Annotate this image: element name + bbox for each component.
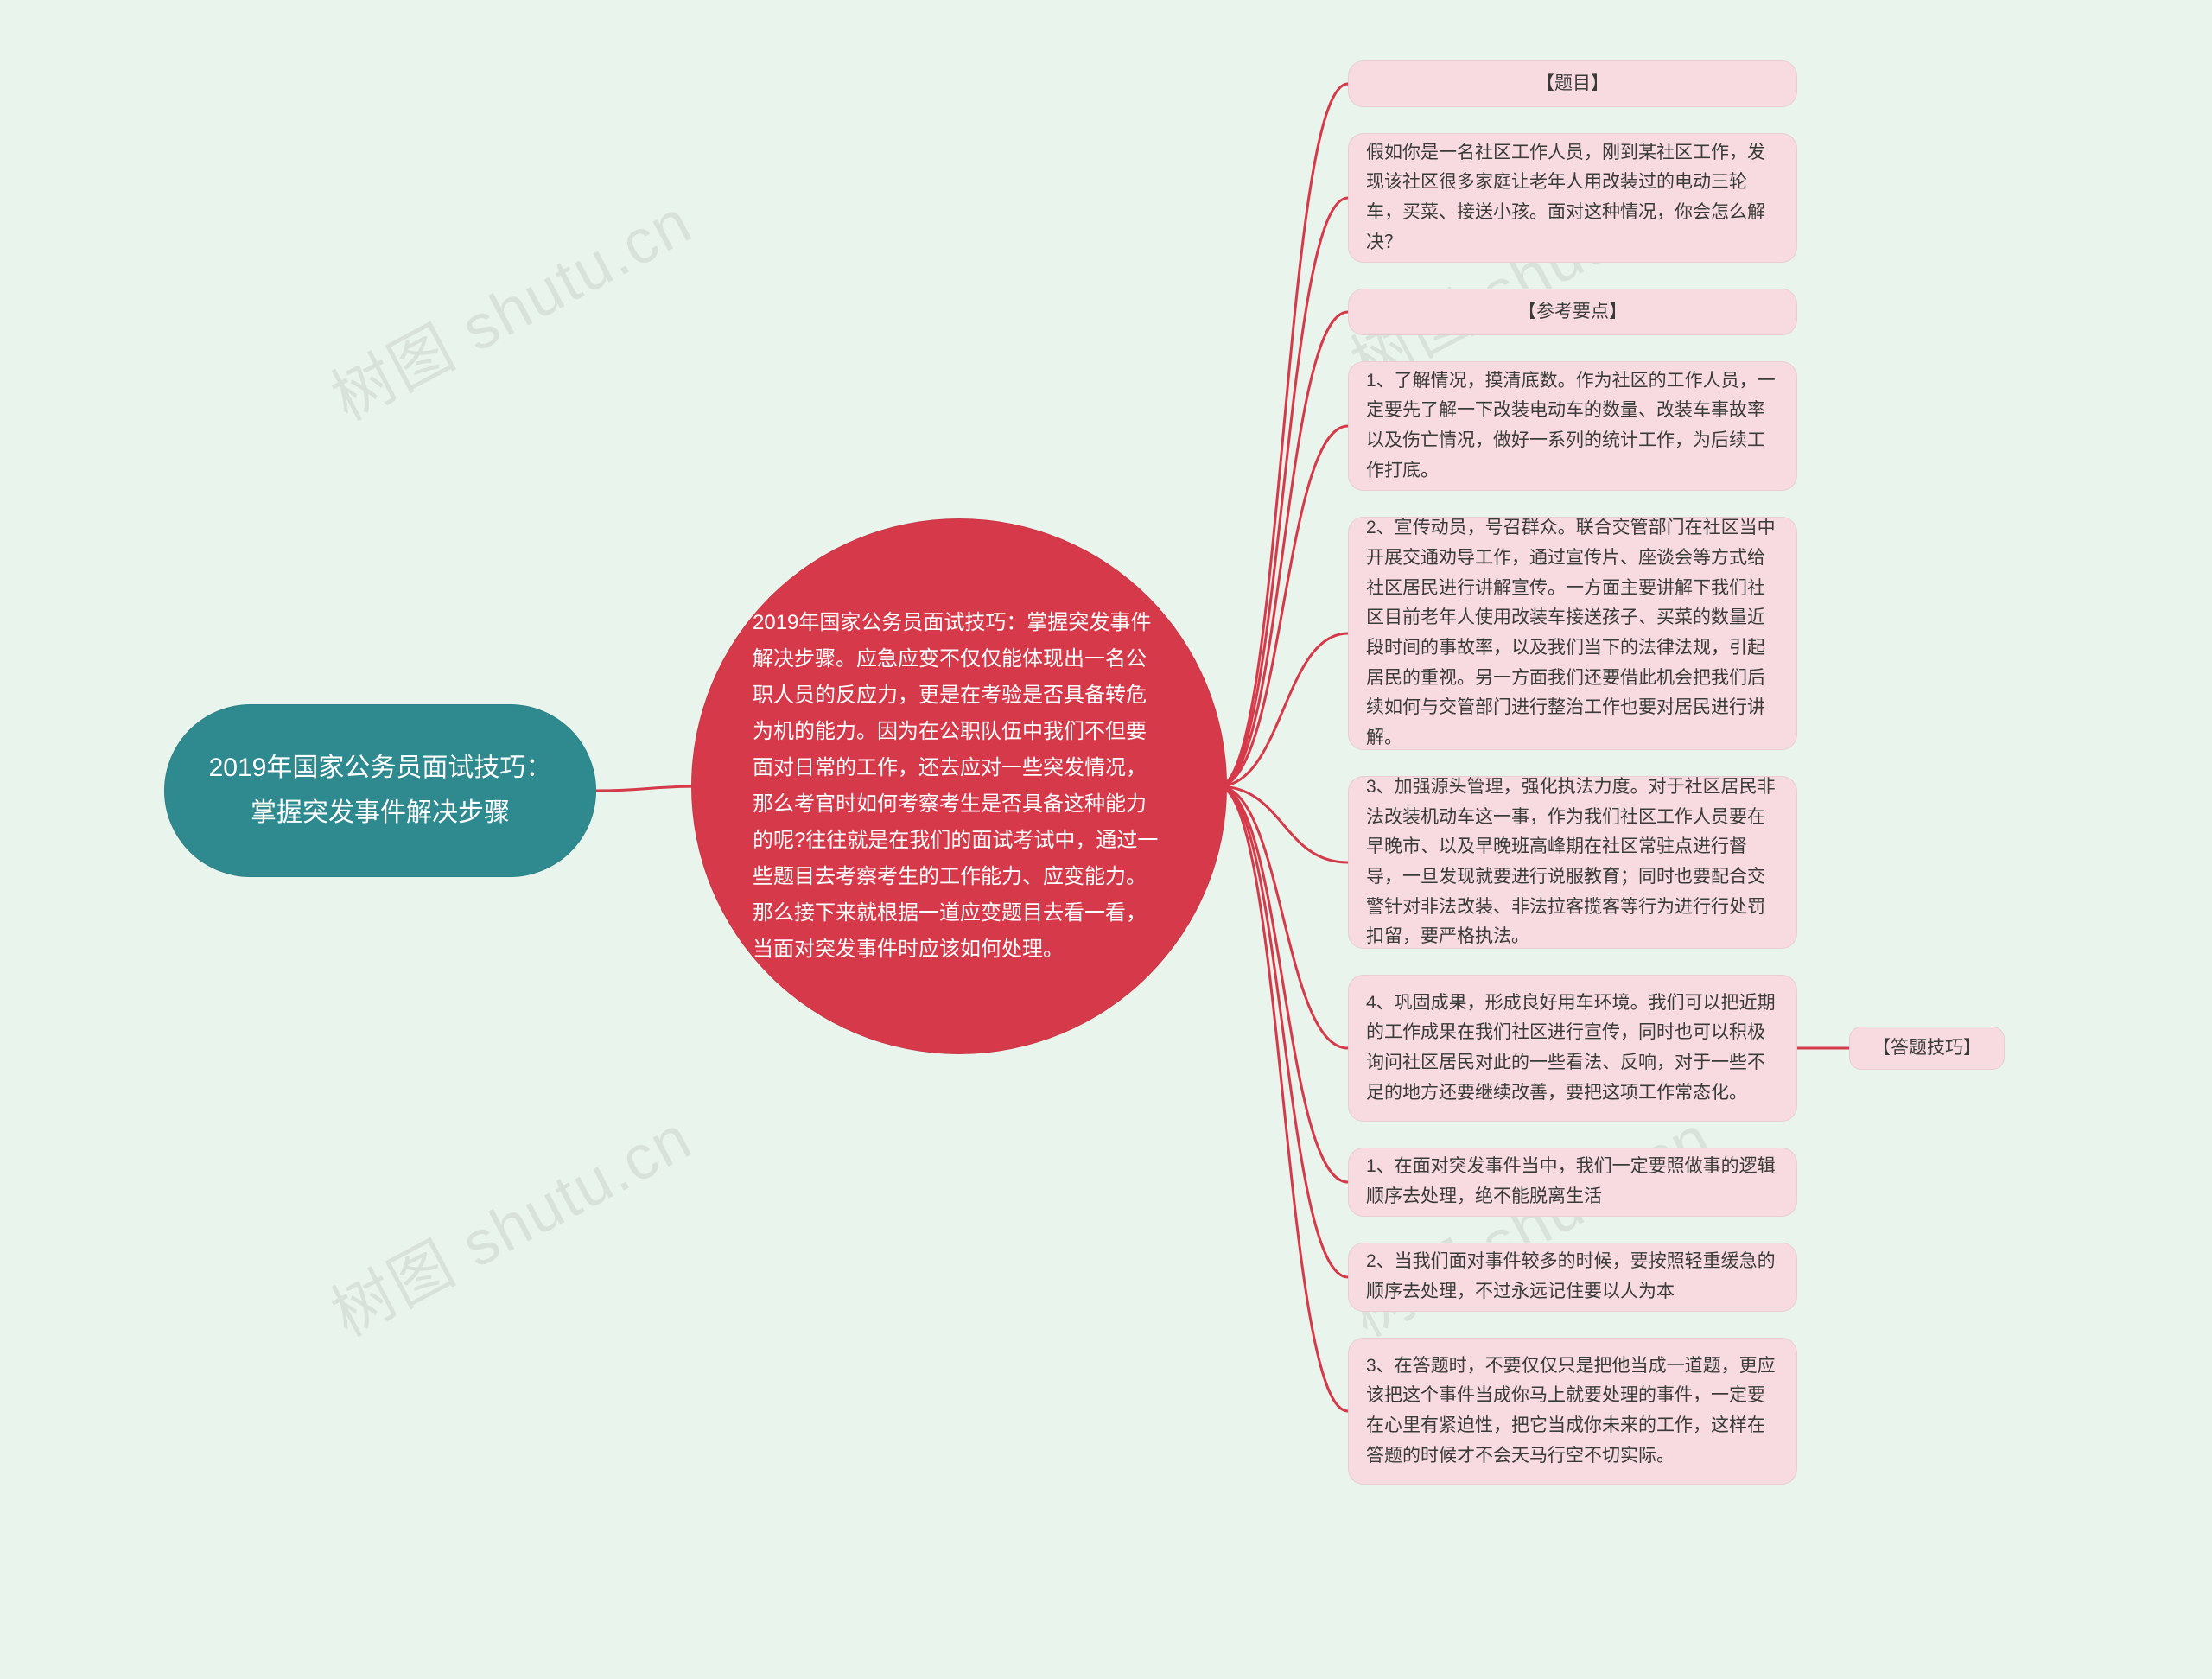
connector [1218,198,1348,786]
tail-node-label: 【答题技巧】 [1872,1033,1981,1065]
leaf-node-5-label: 3、加强源头管理，强化执法力度。对于社区居民非法改装机动车这一事，作为我们社区工… [1366,773,1779,952]
leaf-node-0[interactable]: 【题目】 [1348,60,1797,107]
leaf-node-8-label: 2、当我们面对事件较多的时候，要按照轻重缓急的顺序去处理，不过永远记住要以人为本 [1366,1247,1779,1307]
leaf-node-9-label: 3、在答题时，不要仅仅只是把他当成一道题，更应该把这个事件当成你马上就要处理的事… [1366,1351,1779,1472]
connector [596,786,700,791]
connector [1218,786,1348,1048]
connector [1218,312,1348,786]
connector [1218,786,1348,1182]
connector [1218,786,1348,862]
leaf-node-6-label: 4、巩固成果，形成良好用车环境。我们可以把近期的工作成果在我们社区进行宣传，同时… [1366,989,1779,1109]
connector [1218,786,1348,1411]
summary-node[interactable]: 2019年国家公务员面试技巧：掌握突发事件解决步骤。应急应变不仅仅能体现出一名公… [691,518,1227,1054]
connector [1218,786,1348,1277]
summary-node-label: 2019年国家公务员面试技巧：掌握突发事件解决步骤。应急应变不仅仅能体现出一名公… [753,605,1166,968]
watermark: 树图 shutu.cn [1332,1088,1725,1354]
root-node-label: 2019年国家公务员面试技巧：掌握突发事件解决步骤 [196,746,564,836]
mindmap-canvas: 树图 shutu.cn树图 shutu.cn树图 shutu.cn树图 shut… [0,0,2212,1679]
watermark: 树图 shutu.cn [313,172,705,438]
connector [1218,84,1348,786]
root-node[interactable]: 2019年国家公务员面试技巧：掌握突发事件解决步骤 [164,704,596,877]
leaf-node-5[interactable]: 3、加强源头管理，强化执法力度。对于社区居民非法改装机动车这一事，作为我们社区工… [1348,776,1797,949]
leaf-node-9[interactable]: 3、在答题时，不要仅仅只是把他当成一道题，更应该把这个事件当成你马上就要处理的事… [1348,1338,1797,1485]
leaf-node-3[interactable]: 1、了解情况，摸清底数。作为社区的工作人员，一定要先了解一下改装电动车的数量、改… [1348,361,1797,491]
leaf-node-1[interactable]: 假如你是一名社区工作人员，刚到某社区工作，发现该社区很多家庭让老年人用改装过的电… [1348,133,1797,263]
tail-node[interactable]: 【答题技巧】 [1849,1027,2005,1070]
leaf-node-4-label: 2、宣传动员，号召群众。联合交管部门在社区当中开展交通劝导工作，通过宣传片、座谈… [1366,513,1779,753]
leaf-node-2-label: 【参考要点】 [1518,297,1627,328]
leaf-node-7-label: 1、在面对突发事件当中，我们一定要照做事的逻辑顺序去处理，绝不能脱离生活 [1366,1152,1779,1212]
watermark: 树图 shutu.cn [313,1088,705,1354]
connector [1218,633,1348,786]
leaf-node-0-label: 【题目】 [1536,69,1609,99]
connector [1218,426,1348,786]
leaf-node-6[interactable]: 4、巩固成果，形成良好用车环境。我们可以把近期的工作成果在我们社区进行宣传，同时… [1348,975,1797,1122]
leaf-node-7[interactable]: 1、在面对突发事件当中，我们一定要照做事的逻辑顺序去处理，绝不能脱离生活 [1348,1148,1797,1217]
leaf-node-8[interactable]: 2、当我们面对事件较多的时候，要按照轻重缓急的顺序去处理，不过永远记住要以人为本 [1348,1243,1797,1312]
leaf-node-2[interactable]: 【参考要点】 [1348,289,1797,335]
leaf-node-1-label: 假如你是一名社区工作人员，刚到某社区工作，发现该社区很多家庭让老年人用改装过的电… [1366,138,1779,258]
leaf-node-4[interactable]: 2、宣传动员，号召群众。联合交管部门在社区当中开展交通劝导工作，通过宣传片、座谈… [1348,517,1797,750]
leaf-node-3-label: 1、了解情况，摸清底数。作为社区的工作人员，一定要先了解一下改装电动车的数量、改… [1366,366,1779,487]
